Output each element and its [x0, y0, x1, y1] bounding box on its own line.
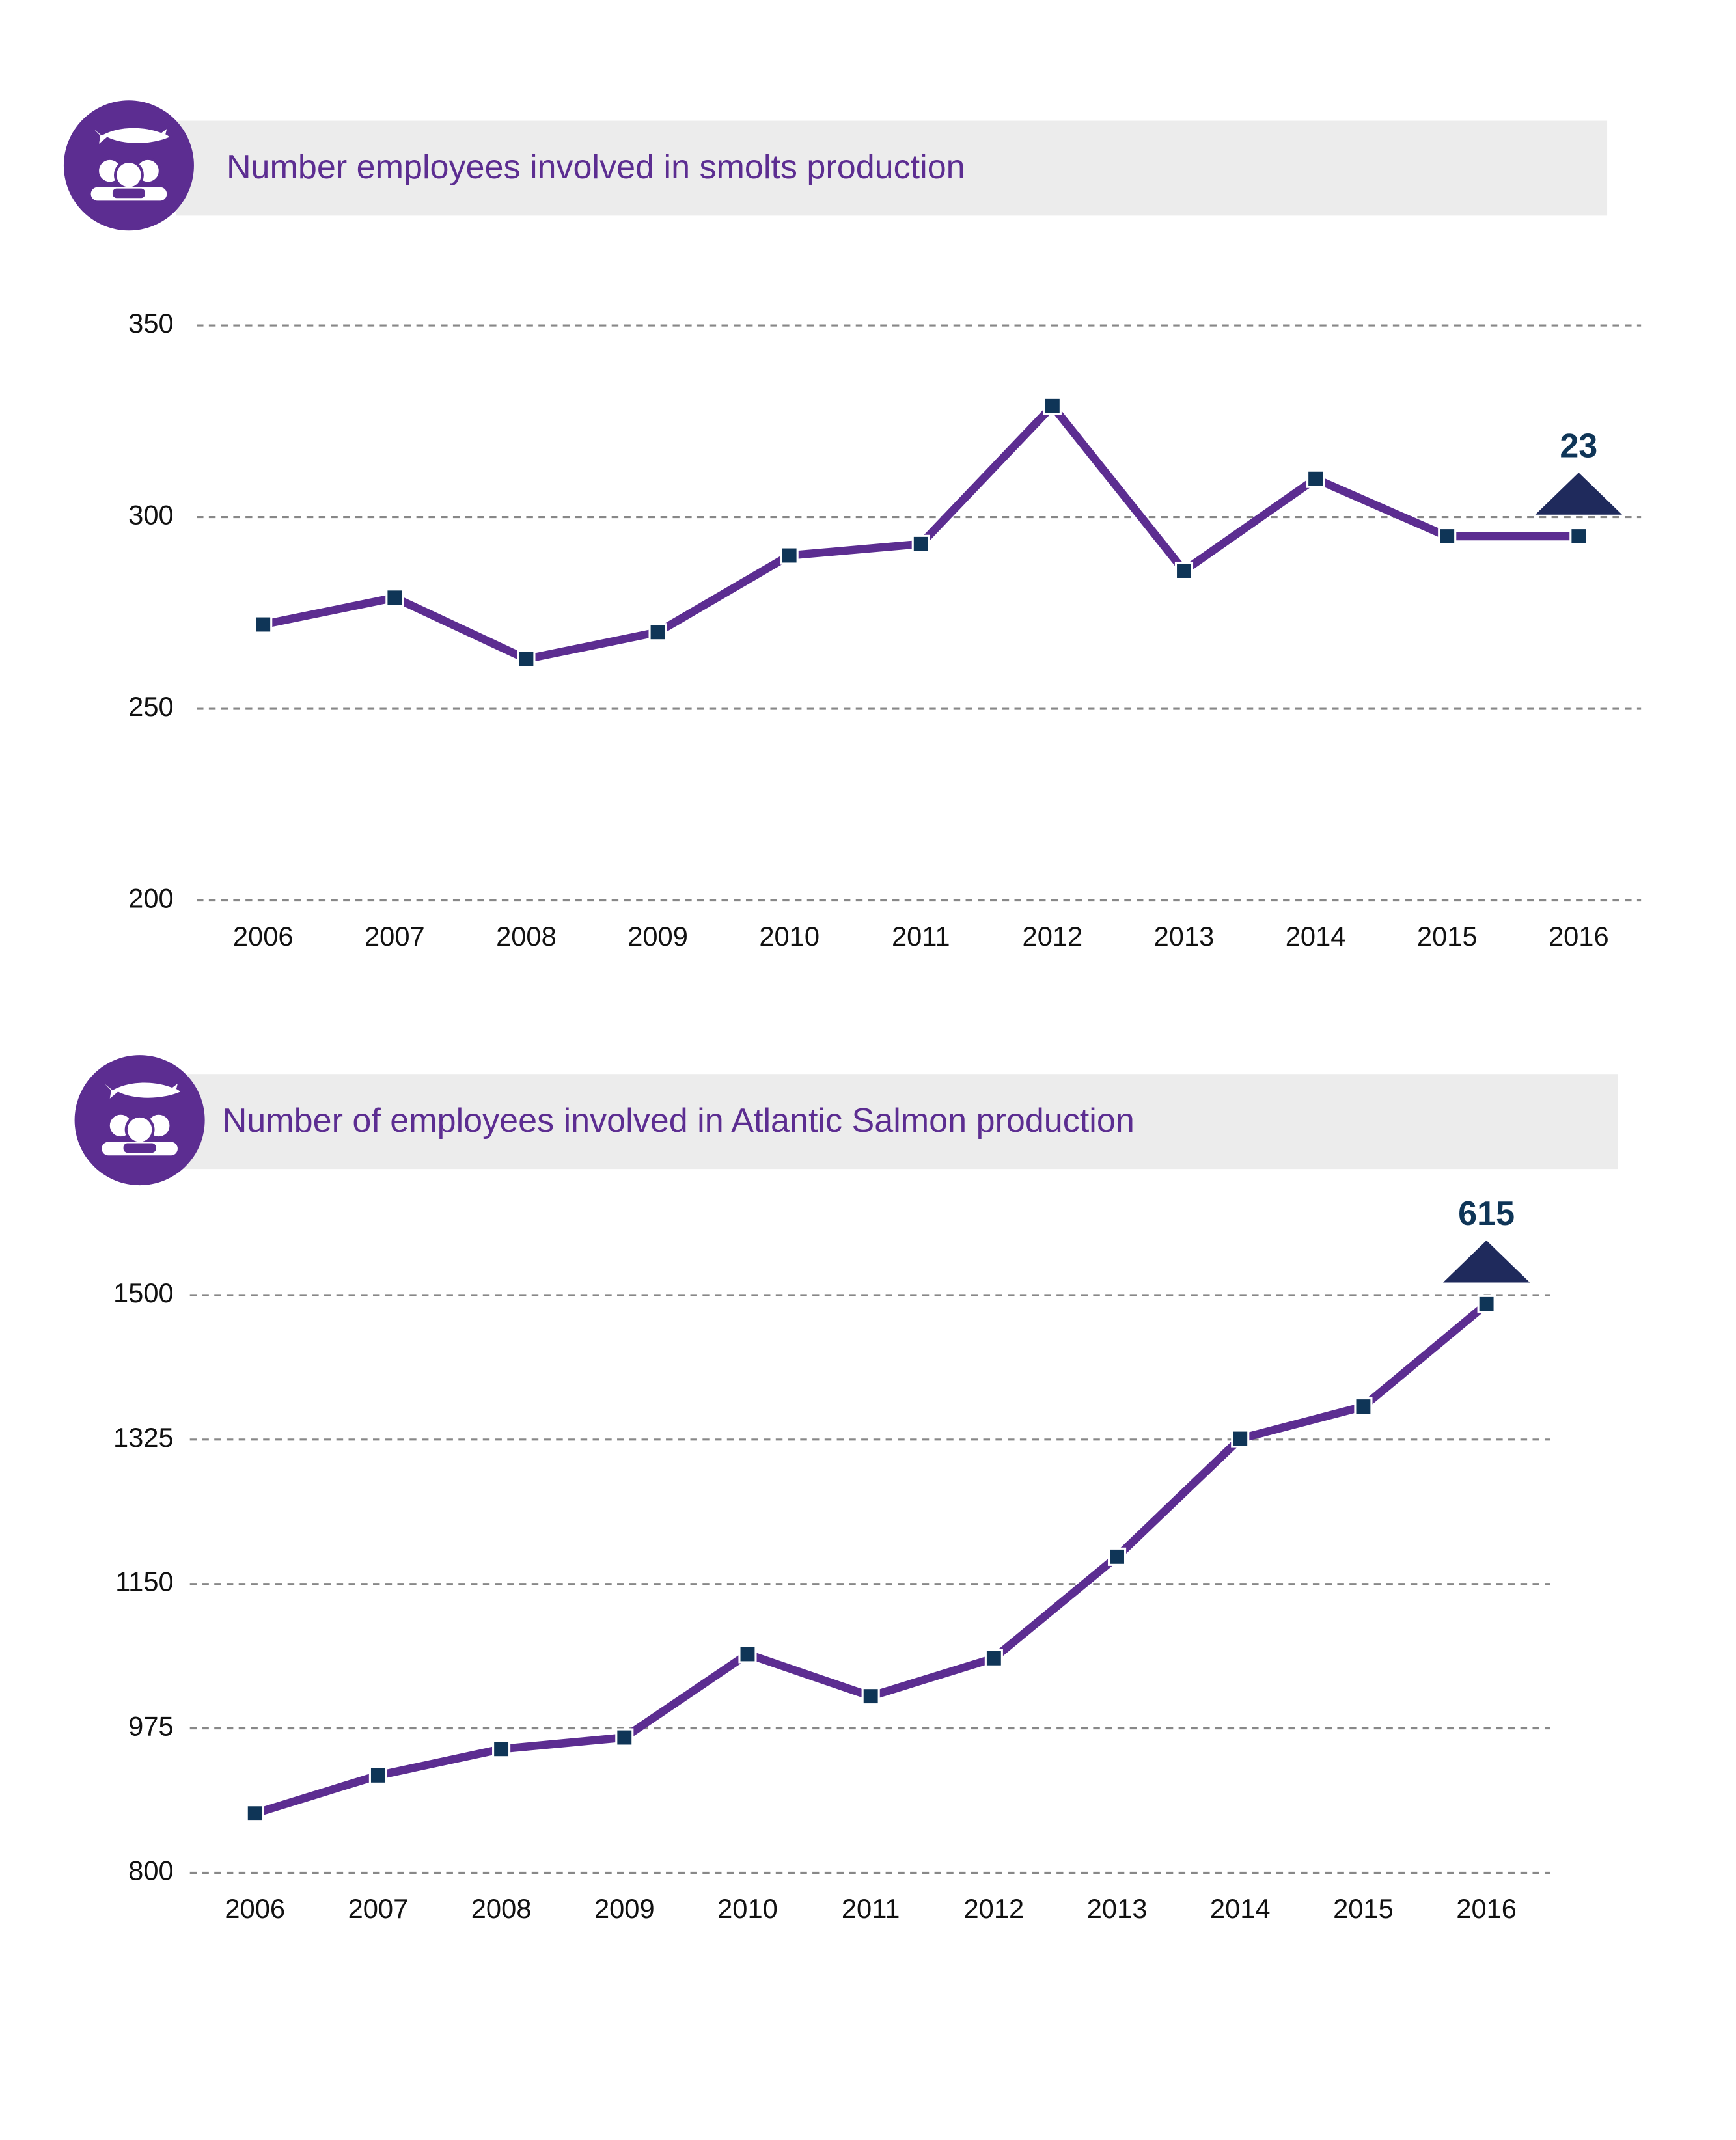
x-tick-label: 2015: [1417, 921, 1478, 952]
data-point: [984, 1649, 1003, 1667]
annotation-label: 615: [1458, 1195, 1515, 1233]
data-point: [368, 1766, 387, 1785]
data-line: [262, 402, 1579, 663]
data-point: [648, 623, 667, 642]
x-tick-label: 2011: [842, 1893, 900, 1924]
data-point: [385, 588, 404, 607]
x-tick-label: 2010: [717, 1893, 778, 1924]
data-point: [254, 615, 273, 634]
data-point: [1043, 396, 1062, 415]
data-point: [1107, 1547, 1127, 1566]
data-point: [780, 546, 799, 565]
data-point: [1174, 561, 1194, 581]
x-tick-label: 2009: [594, 1893, 655, 1924]
data-point: [1306, 469, 1325, 488]
title-band: [176, 120, 1608, 216]
x-tick-label: 2009: [627, 921, 688, 952]
y-tick-label: 250: [128, 691, 174, 722]
annotation-label: 23: [1560, 427, 1597, 465]
annotation-triangle: [1442, 1240, 1530, 1283]
x-tick-label: 2012: [1023, 921, 1083, 952]
data-point: [738, 1645, 757, 1664]
data-point: [1569, 527, 1588, 546]
y-tick-label: 300: [128, 500, 174, 530]
y-tick-label: 1500: [113, 1278, 174, 1308]
x-tick-label: 2016: [1549, 921, 1609, 952]
x-tick-label: 2011: [892, 921, 950, 952]
x-tick-label: 2013: [1087, 1893, 1148, 1924]
y-tick-label: 800: [128, 1855, 174, 1886]
x-tick-label: 2012: [964, 1893, 1025, 1924]
icon-person: [114, 159, 144, 190]
data-point: [1438, 527, 1457, 546]
x-tick-label: 2010: [759, 921, 820, 952]
x-tick-label: 2008: [496, 921, 557, 952]
chart-title: Number employees involved in smolts prod…: [227, 148, 965, 186]
data-point: [1477, 1295, 1496, 1313]
y-tick-label: 350: [128, 308, 174, 338]
x-tick-label: 2013: [1154, 921, 1215, 952]
x-tick-label: 2015: [1333, 1893, 1394, 1924]
icon-base-inner: [112, 188, 145, 199]
data-point: [1231, 1429, 1250, 1448]
y-tick-label: 975: [128, 1711, 174, 1742]
chart-title: Number of employees involved in Atlantic…: [223, 1102, 1135, 1140]
data-point: [911, 534, 930, 553]
data-point: [517, 650, 536, 668]
annotation-triangle: [1535, 473, 1622, 515]
y-tick-label: 1150: [115, 1567, 174, 1597]
data-point: [861, 1687, 880, 1706]
data-point: [245, 1804, 264, 1823]
x-tick-label: 2006: [225, 1893, 285, 1924]
x-tick-label: 2006: [233, 921, 294, 952]
icon-base-inner: [123, 1143, 156, 1153]
icon-fish: [93, 128, 170, 144]
x-tick-label: 2007: [348, 1893, 409, 1924]
data-point: [615, 1728, 634, 1747]
data-point: [492, 1740, 511, 1759]
x-tick-label: 2008: [471, 1893, 532, 1924]
icon-person: [124, 1114, 155, 1145]
icon-fish: [104, 1082, 181, 1099]
x-tick-label: 2007: [365, 921, 425, 952]
y-tick-label: 1325: [113, 1422, 174, 1453]
title-band: [183, 1074, 1618, 1170]
data-point: [1354, 1397, 1373, 1416]
data-line: [253, 1301, 1489, 1818]
x-tick-label: 2016: [1456, 1893, 1517, 1924]
x-tick-label: 2014: [1210, 1893, 1271, 1924]
y-tick-label: 200: [128, 883, 174, 914]
x-tick-label: 2014: [1286, 921, 1346, 952]
